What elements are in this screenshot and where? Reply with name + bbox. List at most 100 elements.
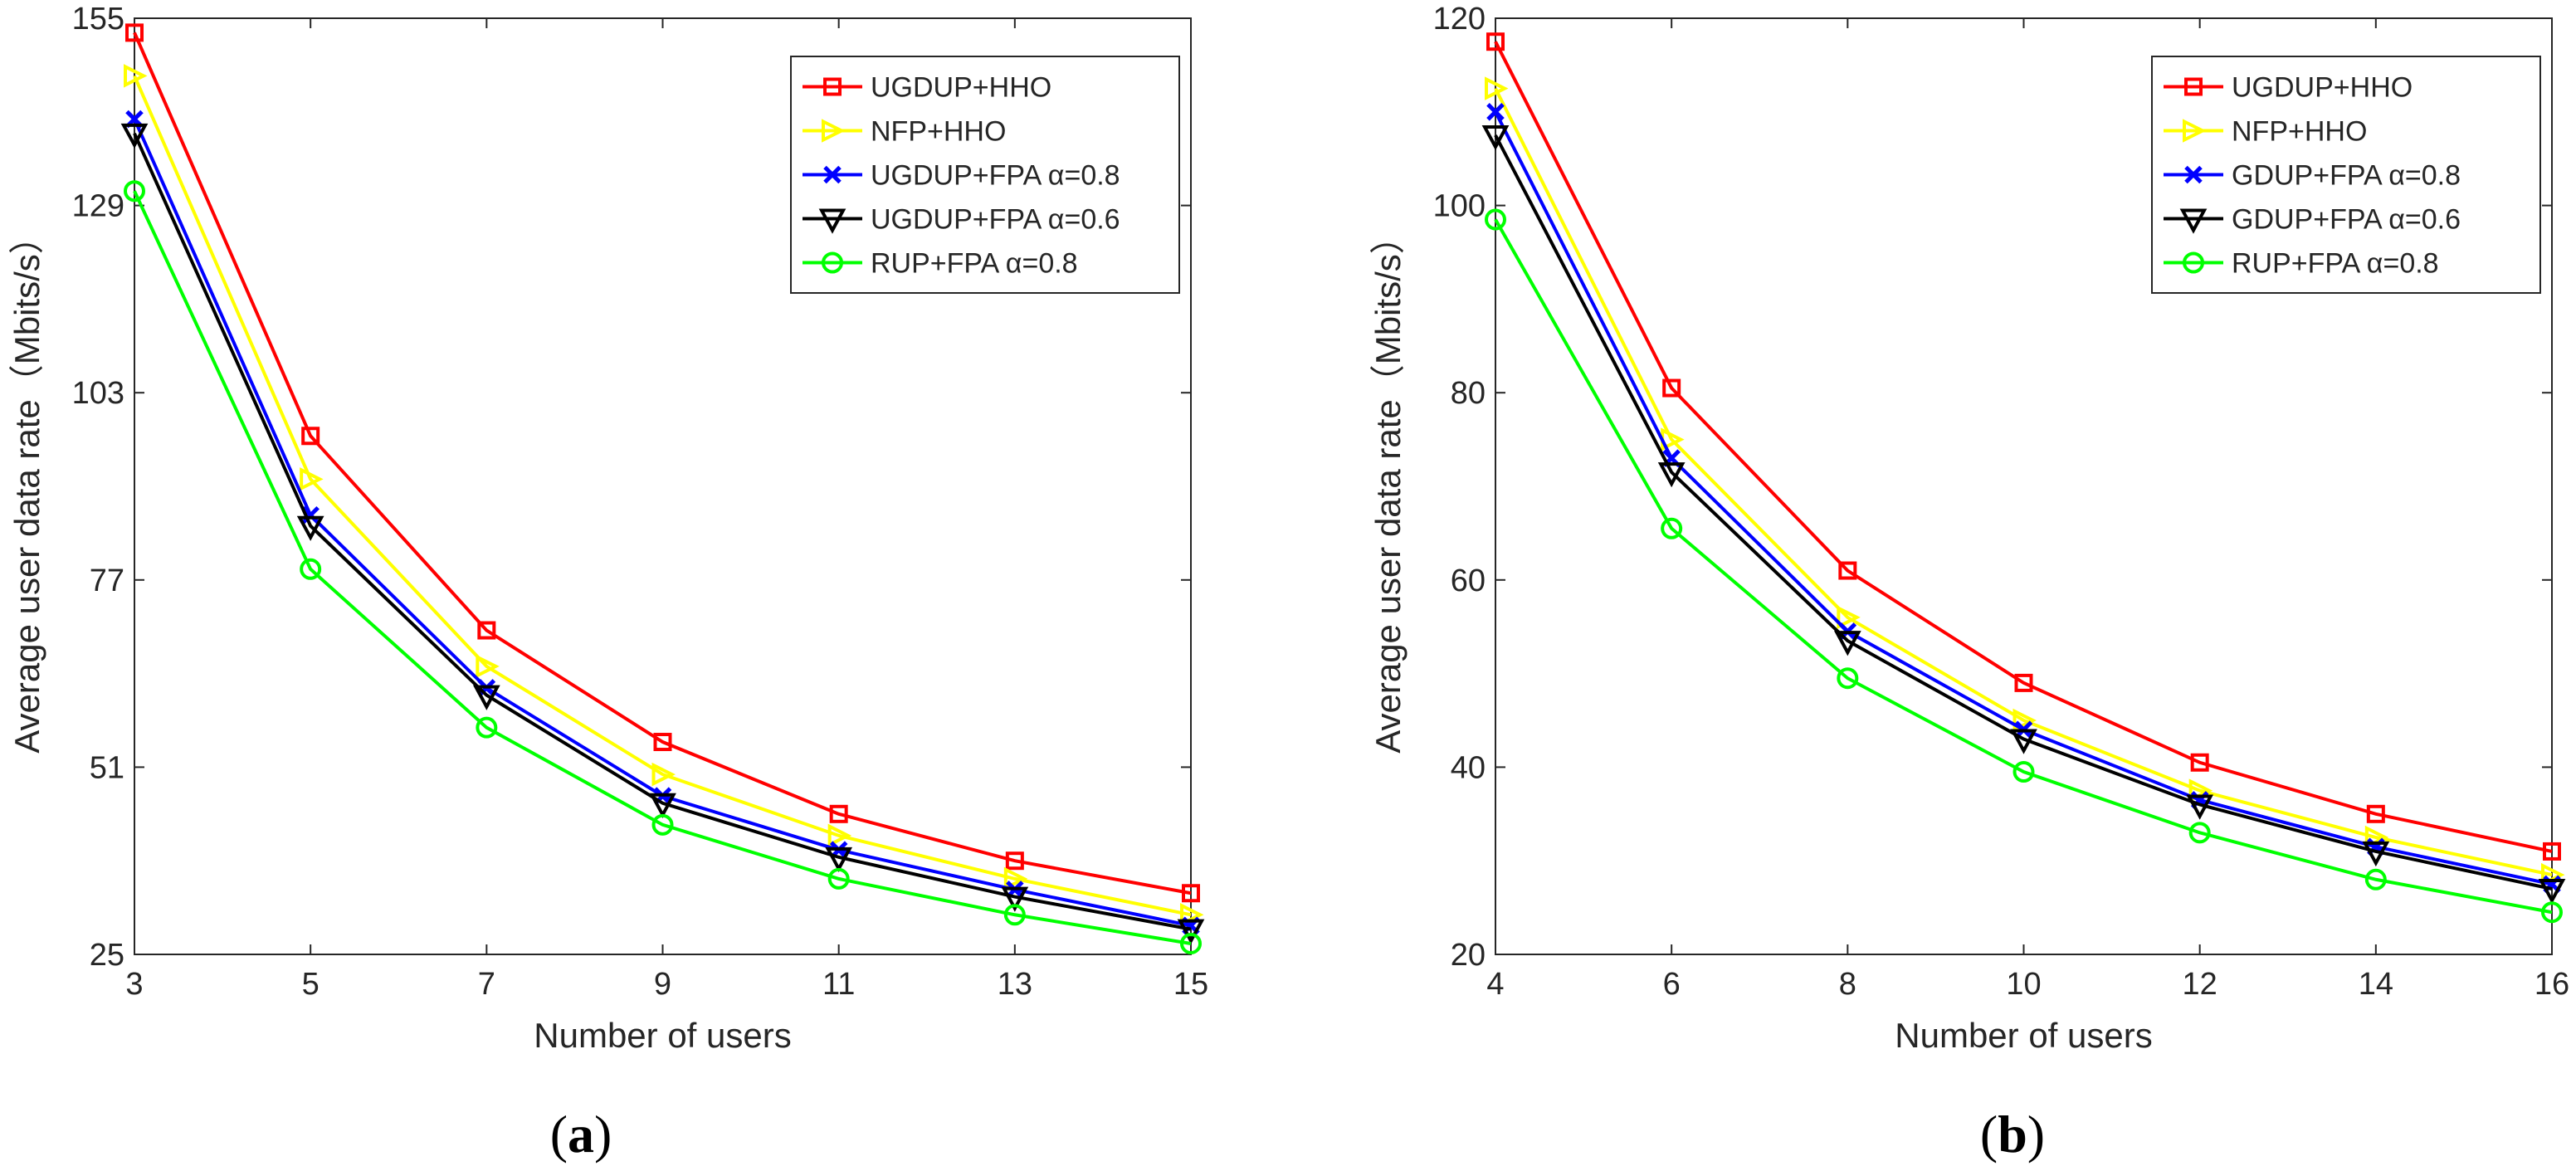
legend-marker [823, 165, 842, 184]
x-tick-label: 11 [822, 967, 855, 1002]
y-tick-label: 155 [72, 2, 124, 37]
panel-a-x-axis-label: Number of users [534, 1016, 791, 1055]
series-4 [120, 123, 1205, 944]
legend-marker [818, 208, 846, 234]
data-point [653, 733, 672, 752]
x-tick-label: 6 [1663, 967, 1681, 1002]
legend-item: RUP+FPA α=0.8 [2164, 248, 2439, 280]
series-5 [1485, 208, 2563, 924]
series-line [1494, 41, 2553, 853]
legend-item: GDUP+FPA α=0.6 [2164, 204, 2461, 236]
data-point [300, 558, 322, 580]
legend-label: UGDUP+FPA α=0.6 [871, 204, 1120, 236]
series-line [1494, 218, 2553, 915]
x-tick-label: 16 [2535, 967, 2569, 1002]
x-tick-label: 14 [2359, 967, 2393, 1002]
data-point [829, 804, 848, 823]
data-point [1001, 886, 1029, 912]
data-point [300, 467, 324, 491]
x-tick-label: 12 [2183, 967, 2217, 1002]
y-tick-label: 120 [1433, 2, 1486, 37]
data-point [2186, 794, 2214, 820]
legend-marker [2184, 77, 2203, 96]
series-line [133, 32, 1192, 895]
legend-label: UGDUP+FPA α=0.8 [871, 160, 1120, 192]
series-line [133, 133, 1192, 931]
legend-marker [2179, 208, 2208, 234]
legend-label: RUP+FPA α=0.8 [871, 248, 1078, 280]
legend-item: UGDUP+FPA α=0.6 [803, 204, 1120, 236]
legend-marker [2183, 251, 2204, 274]
series-5 [124, 180, 1202, 954]
data-point [472, 685, 500, 710]
data-point [2188, 822, 2211, 844]
data-point [120, 123, 149, 149]
data-point [1837, 605, 1861, 630]
legend-item: UGDUP+HHO [803, 72, 1051, 104]
legend-marker [2184, 165, 2203, 184]
data-point [1657, 462, 1686, 488]
legend-marker [822, 251, 843, 274]
x-tick-label: 13 [998, 967, 1032, 1002]
data-point [1486, 32, 1505, 51]
data-point [125, 23, 144, 42]
data-point [651, 813, 674, 836]
data-point [1003, 866, 1028, 891]
data-point [301, 505, 320, 525]
legend-label: GDUP+FPA α=0.8 [2232, 160, 2461, 192]
data-point [649, 793, 676, 818]
data-point [2366, 804, 2385, 823]
legend-item: NFP+HHO [803, 116, 1006, 148]
data-point [1662, 378, 1681, 398]
panel-b-chart: 4 6 8 10 12 14 16 20 40 60 80 100 120 Number of users… [1368, 2, 2569, 1164]
data-point [2538, 879, 2566, 905]
y-tick-label: 103 [72, 376, 124, 411]
legend-label: GDUP+FPA α=0.6 [2232, 204, 2461, 236]
y-tick-label: 100 [1433, 189, 1486, 224]
series-line [133, 75, 1192, 917]
data-point [124, 64, 148, 88]
data-point [477, 621, 496, 640]
data-point [1005, 851, 1024, 871]
y-tick-label: 129 [72, 189, 124, 224]
series-line [1494, 134, 2553, 890]
data-point [1833, 631, 1861, 656]
data-point [827, 823, 852, 848]
data-point [1003, 904, 1026, 926]
data-point [2190, 753, 2209, 772]
data-point [476, 654, 500, 679]
legend-marker [822, 119, 846, 143]
legend-item: GDUP+FPA α=0.8 [2164, 160, 2461, 192]
data-point [2364, 868, 2387, 890]
legend-item: RUP+FPA α=0.8 [803, 248, 1078, 280]
x-tick-label: 9 [654, 967, 671, 1002]
series-4 [1481, 125, 2566, 905]
legend-label: NFP+HHO [871, 116, 1006, 148]
data-point [1177, 919, 1205, 944]
data-point [2010, 729, 2037, 754]
data-point [1182, 884, 1200, 903]
panel-b-y-axis-label: Average user data rate（Mbits/s） [1368, 219, 1408, 754]
legend-marker [823, 77, 842, 96]
series-line [133, 190, 1192, 945]
panel-a-chart: 3 5 7 9 11 13 15 25 51 77 103 129 155 Number of users… [7, 2, 1208, 1164]
data-point [827, 867, 850, 890]
data-point [301, 427, 320, 446]
data-point [1485, 208, 1506, 231]
x-tick-label: 15 [1173, 967, 1208, 1002]
data-point [1485, 76, 1509, 100]
data-point [1481, 125, 1510, 151]
legend-marker [2183, 119, 2207, 143]
legend-label: UGDUP+HHO [2232, 72, 2413, 104]
data-point [2362, 841, 2390, 867]
data-point [825, 847, 853, 873]
data-point [2013, 761, 2035, 783]
panel-a-caption: (a) [550, 1105, 612, 1164]
data-point [1837, 667, 1859, 690]
data-point [2013, 708, 2037, 733]
y-tick-label: 77 [90, 564, 124, 598]
legend-item: UGDUP+HHO [2164, 72, 2413, 104]
data-point [2543, 842, 2561, 861]
panel-a-y-axis-label: Average user data rate（Mbits/s） [7, 219, 46, 754]
